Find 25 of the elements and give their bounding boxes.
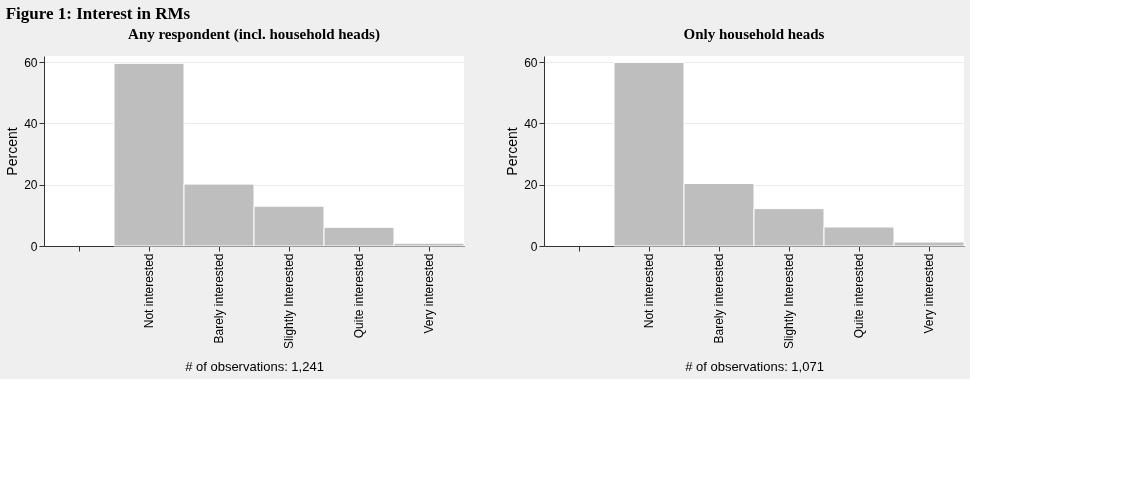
x-tick-label: Barely interested	[212, 253, 226, 344]
y-axis-title: Percent	[4, 127, 21, 176]
x-tick-label: Very interested	[922, 253, 936, 334]
chart-subtitle: Any respondent (incl. household heads)	[128, 26, 380, 43]
y-tick-label: 60	[24, 55, 38, 70]
chart-subtitle: Only household heads	[683, 26, 825, 42]
x-tick-label: Not interested	[642, 253, 656, 329]
x-tick-label: Quite interested	[852, 253, 866, 339]
y-tick-label: 0	[530, 239, 538, 254]
y-tick-label: 20	[524, 178, 538, 193]
x-tick-label: Very interested	[422, 253, 436, 334]
x-tick-label: Quite interested	[352, 253, 366, 339]
y-axis-title: Percent	[504, 127, 521, 176]
x-tick-label: Not interested	[142, 253, 156, 329]
text: # of observations: 1,071	[685, 358, 824, 374]
y-tick-label: 40	[524, 116, 538, 131]
y-tick-label: 0	[30, 239, 38, 254]
y-tick-label: 40	[24, 116, 38, 131]
y-tick-label: 60	[524, 55, 538, 70]
text: # of observations: 1,241	[185, 358, 324, 374]
x-tick-label: Barely interested	[712, 253, 726, 344]
x-tick-label: Slightly Interested	[782, 253, 796, 349]
x-tick-label: Slightly Interested	[282, 253, 296, 349]
chart-title: Figure 1: Interest in RMs	[5, 4, 191, 23]
y-tick-label: 20	[24, 178, 38, 193]
